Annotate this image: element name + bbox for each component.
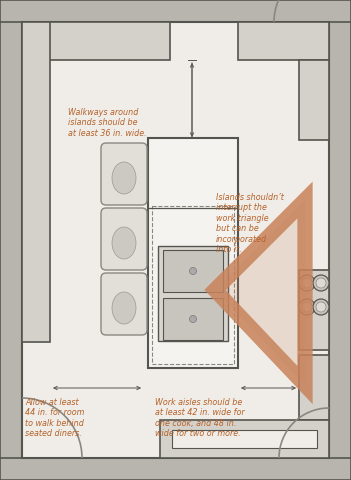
Circle shape — [313, 275, 329, 291]
Text: Islands shouldn’t
interrupt the
work triangle
but can be
incorporated
into it.: Islands shouldn’t interrupt the work tri… — [216, 193, 284, 254]
Ellipse shape — [112, 227, 136, 259]
Bar — [22, 22, 170, 60]
Ellipse shape — [112, 292, 136, 324]
Bar — [163, 298, 223, 340]
Bar — [158, 246, 228, 341]
Text: Work aisles should be
at least 42 in. wide for
one cook, and 48 in.
wide for two: Work aisles should be at least 42 in. wi… — [155, 398, 245, 438]
Circle shape — [302, 302, 312, 312]
Bar — [148, 138, 238, 368]
Circle shape — [190, 267, 197, 275]
Text: Allow at least
44 in. for room
to walk behind
seated diners.: Allow at least 44 in. for room to walk b… — [25, 398, 84, 438]
Ellipse shape — [112, 162, 136, 194]
FancyBboxPatch shape — [101, 273, 147, 335]
FancyBboxPatch shape — [101, 143, 147, 205]
Bar — [299, 270, 329, 350]
Circle shape — [313, 299, 329, 315]
FancyBboxPatch shape — [101, 208, 147, 270]
Circle shape — [316, 302, 326, 312]
Polygon shape — [215, 200, 305, 385]
Bar — [0, 0, 22, 480]
Circle shape — [316, 278, 326, 288]
Bar — [22, 22, 329, 458]
Bar — [0, 0, 351, 22]
Bar — [0, 458, 351, 480]
Circle shape — [190, 315, 197, 323]
Bar — [299, 355, 329, 420]
Circle shape — [299, 299, 315, 315]
Bar — [160, 420, 329, 458]
Bar — [163, 250, 223, 292]
Bar — [238, 22, 329, 60]
Circle shape — [299, 275, 315, 291]
Text: Walkways around
islands should be
at least 36 in. wide.: Walkways around islands should be at lea… — [68, 108, 147, 138]
Bar — [22, 22, 329, 458]
Bar — [152, 206, 234, 364]
Bar — [329, 0, 351, 480]
Circle shape — [302, 278, 312, 288]
Bar — [22, 22, 50, 342]
Bar — [299, 60, 329, 140]
Bar — [172, 430, 317, 448]
